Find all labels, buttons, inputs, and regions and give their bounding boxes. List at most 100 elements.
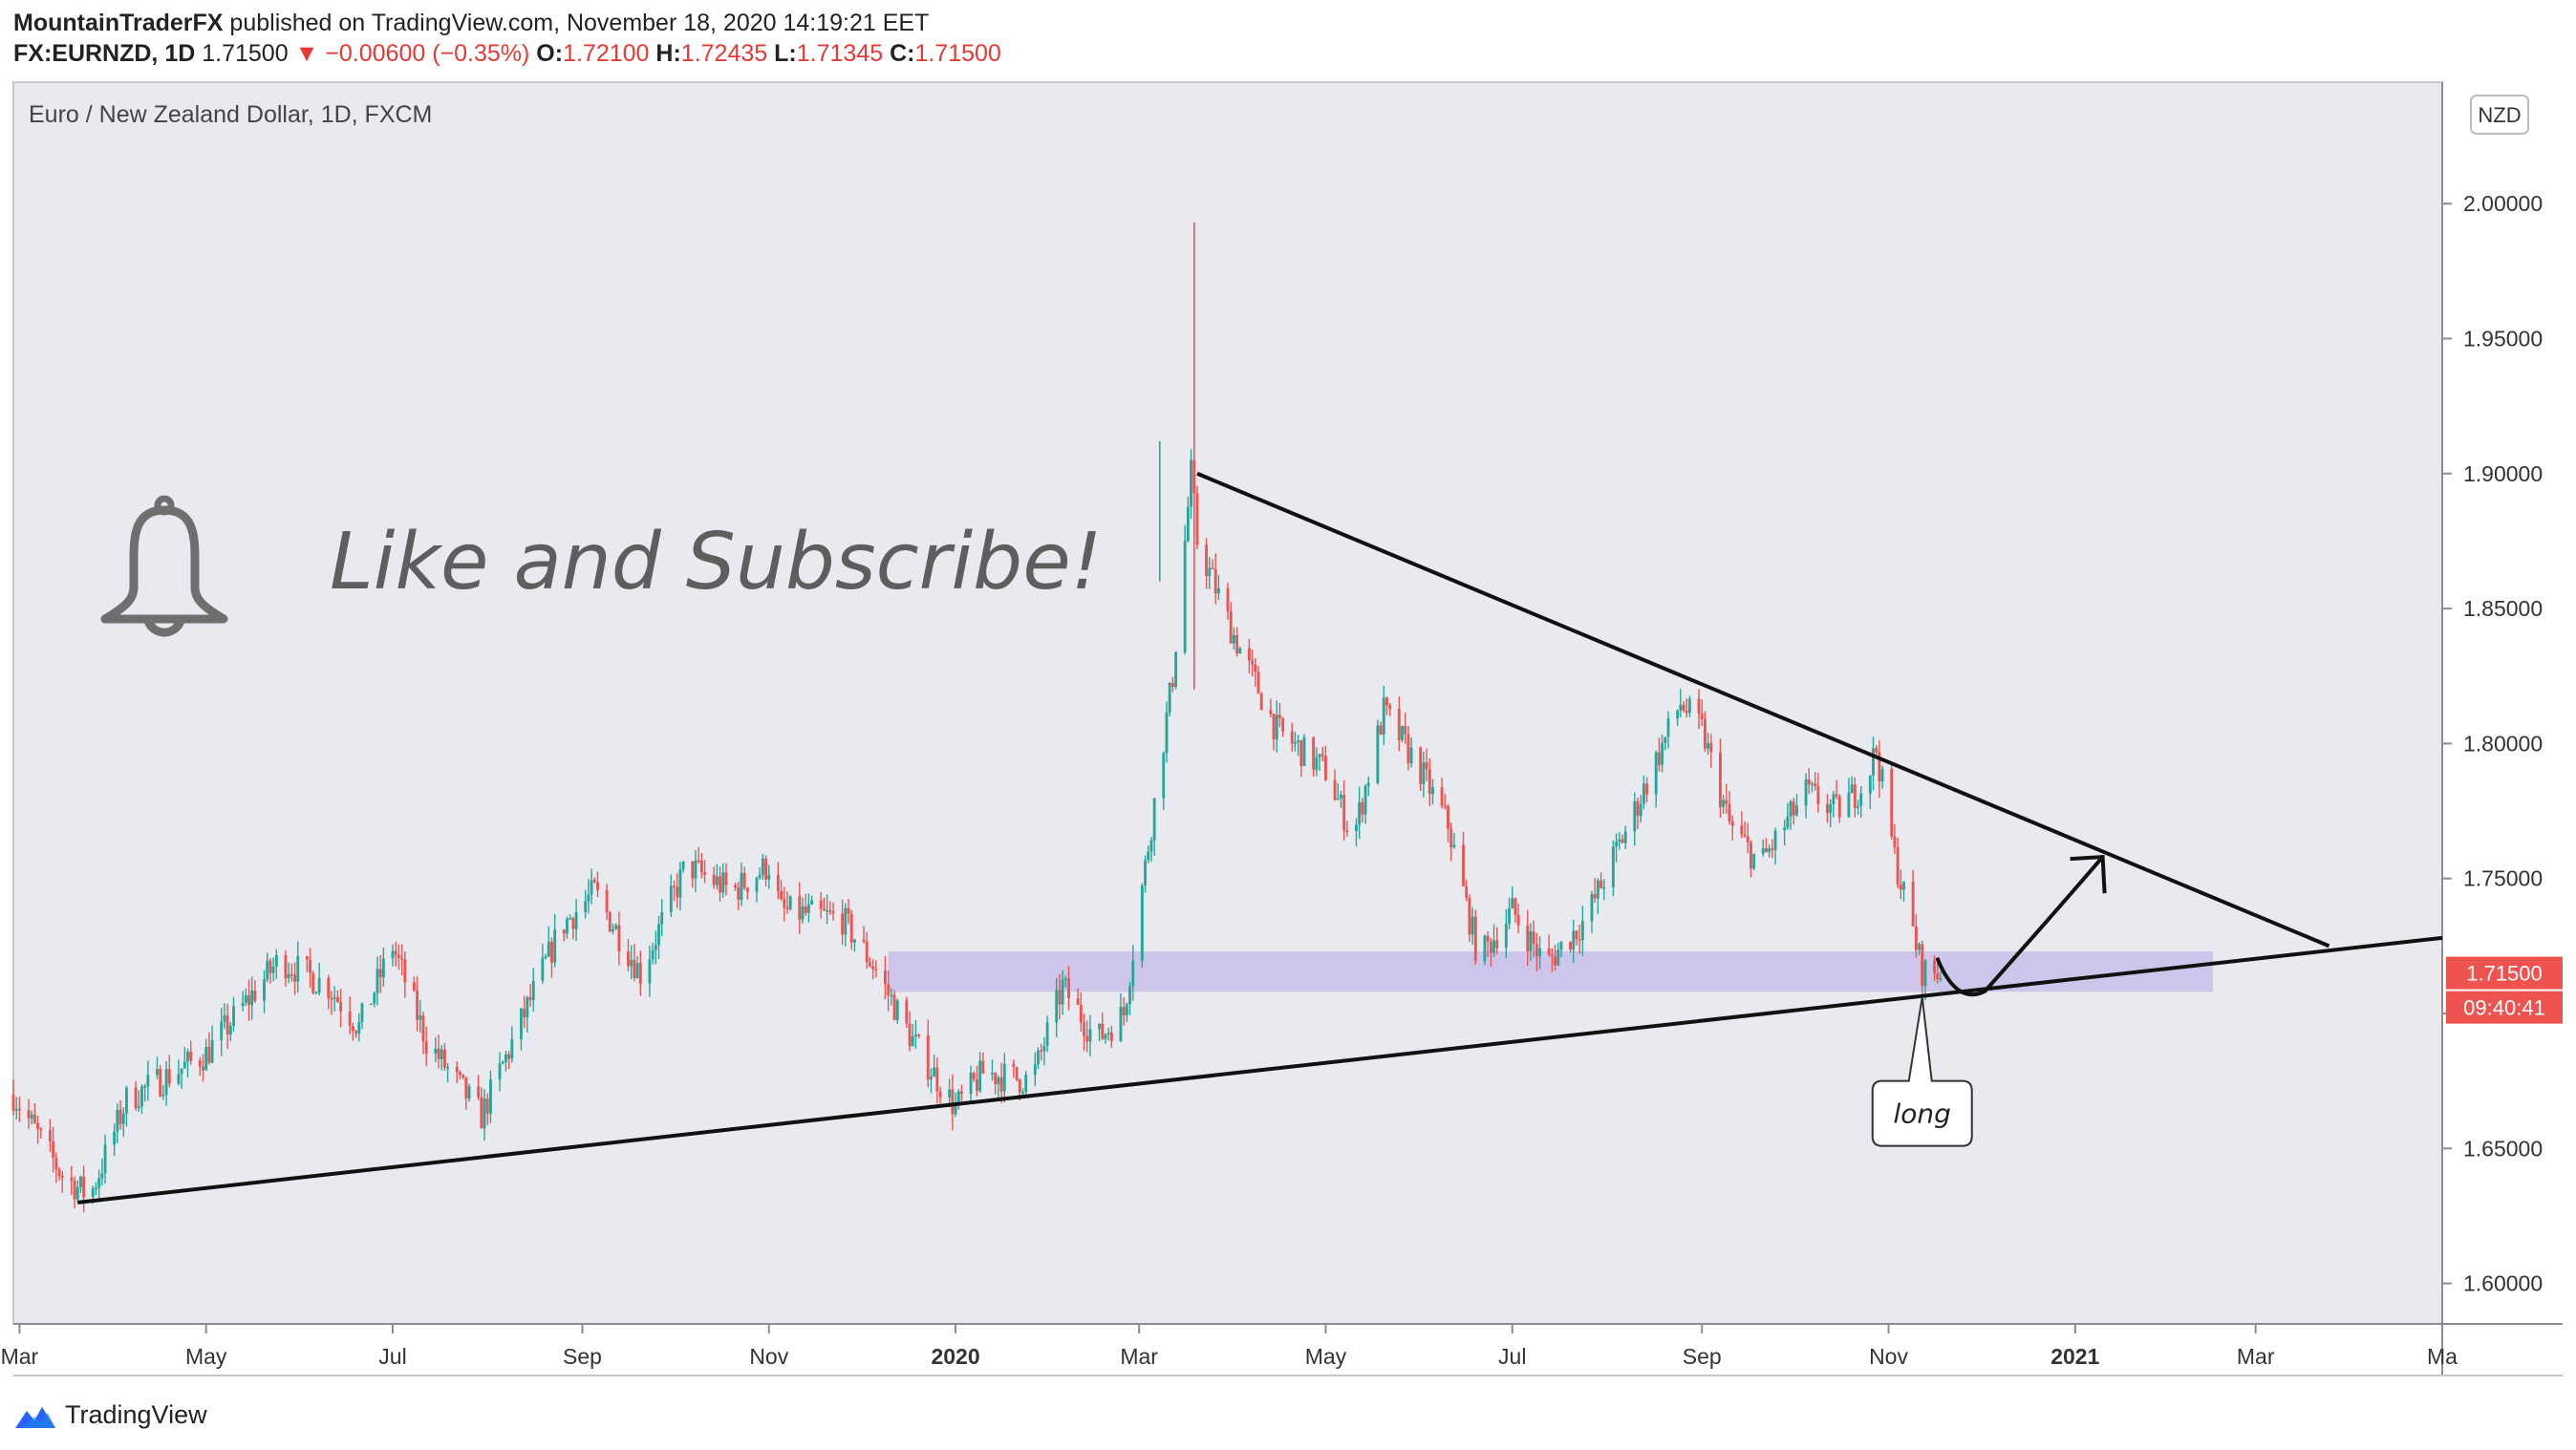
candle-body (520, 1008, 523, 1040)
last-price-label: 1.71500 (2466, 962, 2543, 986)
nzd-currency-badge[interactable]: NZD (2470, 95, 2529, 135)
last-price: 1.71500 (202, 40, 289, 67)
candle-body (164, 1069, 168, 1096)
candle-body (1254, 664, 1257, 672)
candle-body (327, 977, 331, 999)
candle-body (1875, 748, 1878, 753)
candle-body (113, 1131, 117, 1145)
long-callout[interactable]: long (1871, 996, 1973, 1147)
candle-body (1746, 836, 1750, 842)
candle-body (699, 860, 703, 872)
candle-body (1190, 459, 1193, 507)
candle-body (1085, 1035, 1089, 1042)
candle-body (137, 1106, 140, 1109)
tradingview-brand[interactable]: TradingView (13, 1400, 207, 1430)
candle-body (1104, 1034, 1107, 1039)
candle-body (182, 1061, 186, 1069)
candle-body (785, 906, 789, 909)
candle-body (305, 955, 309, 960)
candle-body (1532, 931, 1535, 945)
candle-body (156, 1069, 159, 1076)
x-tick-label: Nov (749, 1344, 788, 1369)
candle-body (1795, 805, 1798, 816)
candle-body (27, 1110, 31, 1119)
candle-body (1554, 956, 1557, 966)
candle-body (290, 973, 293, 976)
candle-body (566, 918, 569, 934)
resistance-trendline[interactable] (1196, 471, 2330, 949)
candle-body (697, 860, 700, 863)
candle-body (544, 956, 547, 958)
candle-body (1504, 924, 1508, 949)
candle-body (1355, 824, 1358, 831)
candle-body (550, 941, 553, 963)
y-tick-label: 1.80000 (2463, 731, 2543, 756)
candle-body (103, 1144, 107, 1174)
candle-body (1902, 882, 1905, 890)
candle-body (828, 909, 832, 912)
candle-body (143, 1086, 147, 1088)
candle-body (274, 954, 278, 967)
candle-body (1018, 1079, 1021, 1093)
candle-body (930, 1077, 933, 1080)
candle-body (263, 979, 266, 1001)
candle-body (1345, 830, 1349, 833)
candle-body (612, 928, 614, 931)
candle-body (1666, 718, 1670, 737)
candle-body (1235, 634, 1239, 654)
candle-body (501, 1061, 504, 1064)
candle-body (1037, 1050, 1040, 1065)
candle-body (360, 1003, 364, 1023)
y-axis-ticks: 1.600001.650001.700001.750001.800001.850… (2442, 191, 2543, 1296)
candle-body (719, 876, 721, 893)
support-trendline[interactable] (77, 935, 2443, 1205)
x-tick-label: Jul (1498, 1344, 1526, 1369)
projection-arrow[interactable] (1935, 855, 2105, 997)
price-change: −0.00600 (−0.35%) (325, 40, 530, 67)
candle-body (1911, 882, 1915, 927)
candle-body (935, 1067, 939, 1092)
candle-body (1572, 930, 1576, 950)
candle-body (36, 1122, 40, 1129)
candle-body (455, 1067, 459, 1073)
candle-body (1208, 567, 1212, 577)
candle-body (1508, 908, 1511, 925)
candle-body (1302, 736, 1306, 766)
candle-body (82, 1176, 86, 1198)
candle-body (1361, 801, 1364, 815)
candle-body (1401, 726, 1404, 741)
candle-body (541, 957, 545, 981)
open-label: O: (536, 40, 564, 67)
candle-body (467, 1086, 471, 1098)
candle-body (569, 918, 572, 920)
candle-body (1850, 784, 1854, 793)
candle-body (504, 1054, 507, 1062)
candle-body (849, 913, 853, 943)
callout-text: long (1894, 1098, 1951, 1130)
candle-body (742, 873, 746, 888)
plot-area[interactable] (12, 81, 2443, 1325)
candle-body (972, 1073, 976, 1079)
candle-body (605, 889, 609, 912)
candle-body (400, 957, 404, 960)
candle-body (373, 992, 376, 1004)
candle-body (1709, 743, 1713, 753)
candle-body (1251, 660, 1255, 665)
candle-body (1388, 705, 1392, 710)
countdown-tag: 09:40:41 (2446, 991, 2563, 1024)
candle-body (1216, 588, 1220, 594)
candle-body (1547, 948, 1551, 955)
candle-body (954, 1103, 957, 1115)
candle-body (403, 959, 407, 983)
candle-body (895, 1000, 899, 1020)
candle-body (1021, 1091, 1024, 1094)
down-triangle-icon: ▼ (294, 40, 319, 67)
author-name[interactable]: MountainTraderFX (13, 10, 224, 36)
candle-body (1443, 805, 1447, 808)
low-label: L: (774, 40, 797, 67)
candle-body (1098, 1023, 1101, 1030)
countdown-label: 09:40:41 (2463, 996, 2545, 1020)
candle-body (917, 1034, 921, 1036)
candle-body (694, 860, 698, 879)
